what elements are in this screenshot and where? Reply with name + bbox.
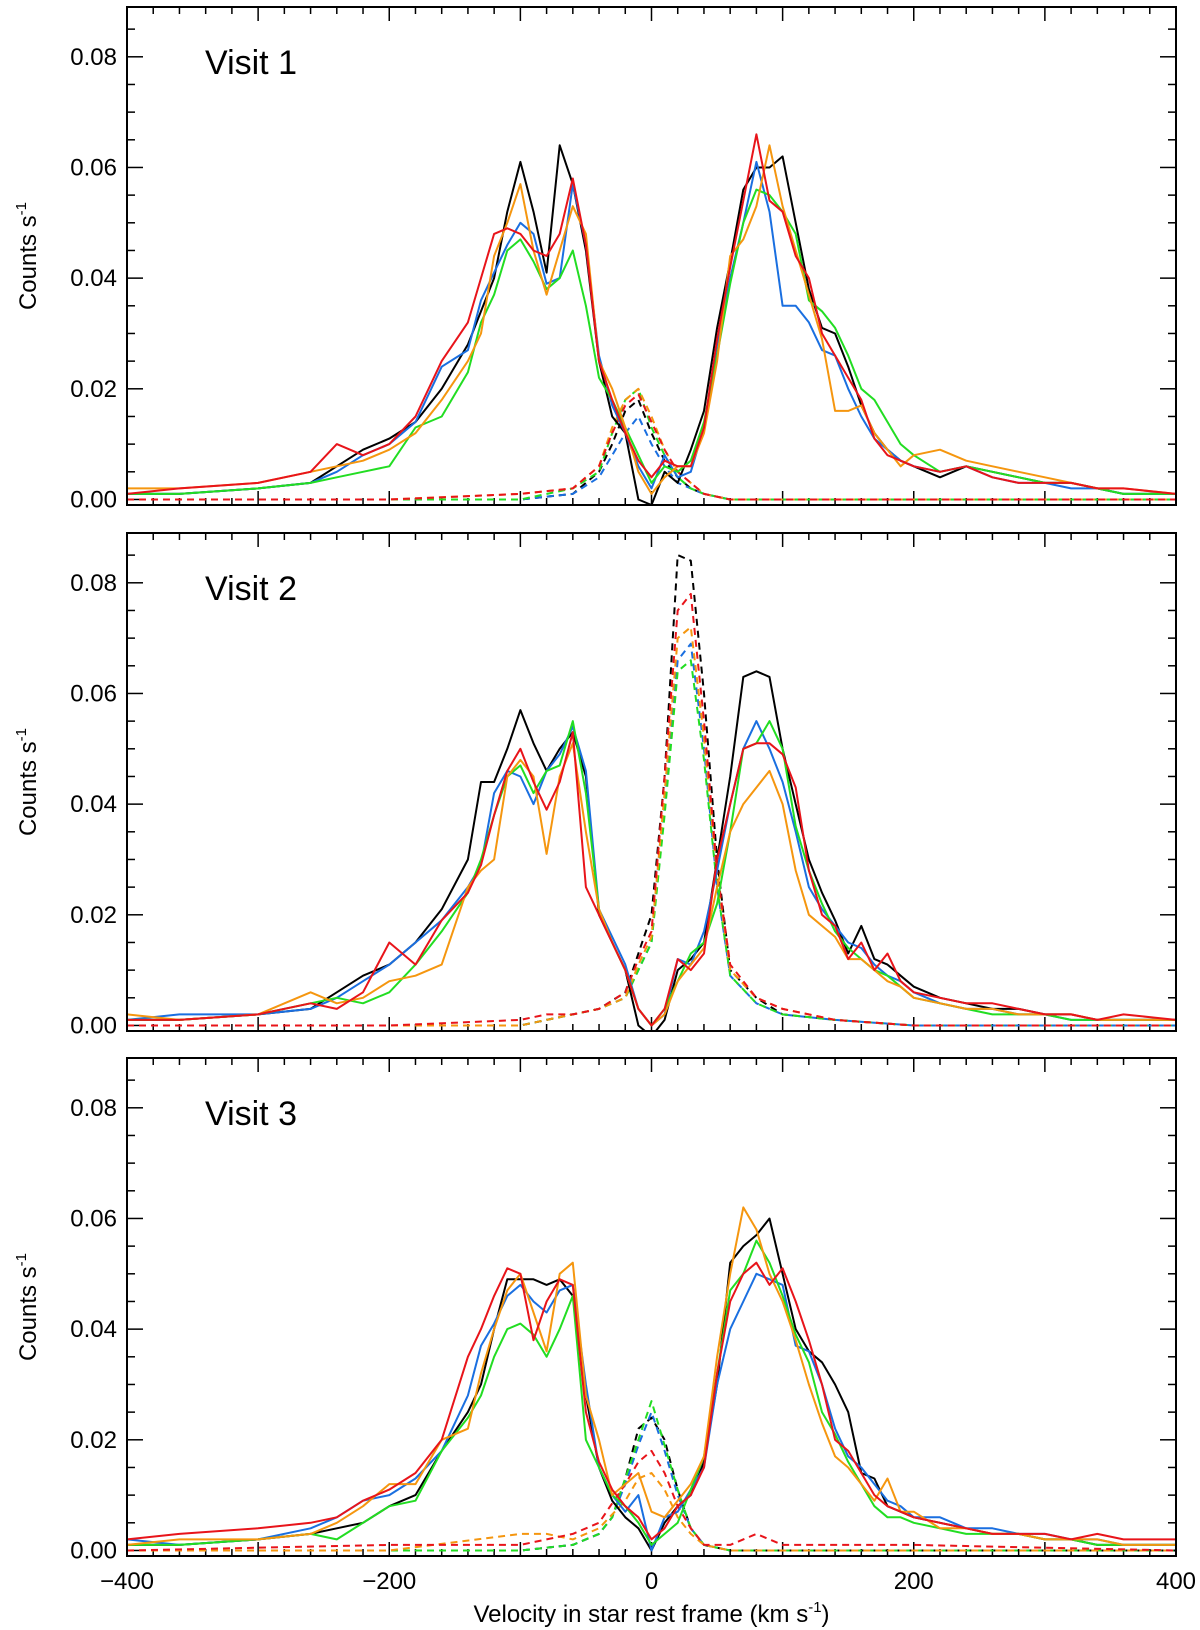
y-tick-label: 0.08 xyxy=(70,44,117,71)
y-axis-label: Counts s-1 xyxy=(13,202,42,310)
y-axis-label-text: Counts s xyxy=(15,215,42,310)
x-tick-label: 400 xyxy=(1156,1568,1196,1595)
plot-area xyxy=(127,1206,1176,1552)
y-tick-label: 0.04 xyxy=(70,1316,117,1343)
dashed-series-orange xyxy=(127,626,1176,1027)
y-axis-label-text: Counts s xyxy=(15,1266,42,1361)
solid-series-green xyxy=(127,188,1176,495)
panel-3: 0.00 0.02 0.04 0.06 0.08 Visit 3 Counts s-1 xyxy=(13,1057,1177,1564)
y-tick-label: 0.06 xyxy=(70,680,117,707)
solid-series-black xyxy=(127,670,1176,1031)
panel-frame xyxy=(126,6,1177,506)
panel-title: Visit 3 xyxy=(205,1095,297,1133)
y-tick-label: 0.00 xyxy=(70,1012,117,1039)
x-tick-label: 200 xyxy=(894,1568,934,1595)
solid-series-red xyxy=(127,1261,1176,1541)
dashed-series-red xyxy=(127,1449,1176,1552)
y-tick-label: 0.04 xyxy=(70,265,117,292)
y-tick-label: 0.00 xyxy=(70,486,117,513)
y-tick-label: 0.02 xyxy=(70,902,117,929)
solid-series-green xyxy=(127,1239,1176,1546)
dashed-series-orange xyxy=(127,1472,1176,1552)
y-tick-label: 0.02 xyxy=(70,1427,117,1454)
dashed-series-red xyxy=(127,393,1176,501)
plot-area xyxy=(127,554,1176,1031)
y-tick-label: 0.08 xyxy=(70,570,117,597)
y-axis-label-superscript: -1 xyxy=(13,202,30,215)
y-axis-label: Counts s-1 xyxy=(13,728,42,836)
x-axis-label-close: ) xyxy=(822,1601,830,1628)
dashed-series-green xyxy=(127,387,1176,501)
solid-series-black xyxy=(127,144,1176,505)
x-tick-label: −200 xyxy=(362,1568,416,1595)
y-axis-label-superscript: -1 xyxy=(13,728,30,741)
dashed-series-red xyxy=(127,592,1176,1027)
x-axis-label-text: Velocity in star rest frame (km s xyxy=(473,1601,808,1628)
panel-title: Visit 1 xyxy=(205,44,297,82)
y-tick-label: 0.06 xyxy=(70,154,117,181)
y-axis-label-superscript: -1 xyxy=(13,1253,30,1266)
y-axis-label: Counts s-1 xyxy=(13,1253,42,1361)
panel-frame xyxy=(126,532,1177,1032)
x-tick-label: −400 xyxy=(100,1568,154,1595)
y-axis-label-text: Counts s xyxy=(15,741,42,836)
y-tick-label: 0.08 xyxy=(70,1095,117,1122)
x-axis-label-superscript: -1 xyxy=(808,1599,821,1616)
solid-series-orange xyxy=(127,742,1176,1027)
y-tick-label: 0.00 xyxy=(70,1537,117,1564)
y-tick-label: 0.02 xyxy=(70,376,117,403)
solid-series-red xyxy=(127,133,1176,495)
dashed-series-black xyxy=(127,1416,1176,1552)
solid-series-red xyxy=(127,731,1176,1027)
x-axis-label: Velocity in star rest frame (km s-1) xyxy=(473,1599,829,1628)
y-tick-label: 0.06 xyxy=(70,1205,117,1232)
panel-title: Visit 2 xyxy=(205,570,297,608)
y-tick-label: 0.04 xyxy=(70,791,117,818)
panel-frame xyxy=(126,1057,1177,1557)
panel-2: 0.00 0.02 0.04 0.06 0.08 Visit 2 Counts s-1 xyxy=(13,532,1177,1039)
panel-1: 0.00 0.02 0.04 0.06 0.08 Visit 1 Counts s-1 xyxy=(13,6,1177,513)
solid-series-orange xyxy=(127,1206,1176,1546)
plot-area xyxy=(127,133,1176,505)
x-tick-label: 0 xyxy=(645,1568,658,1595)
